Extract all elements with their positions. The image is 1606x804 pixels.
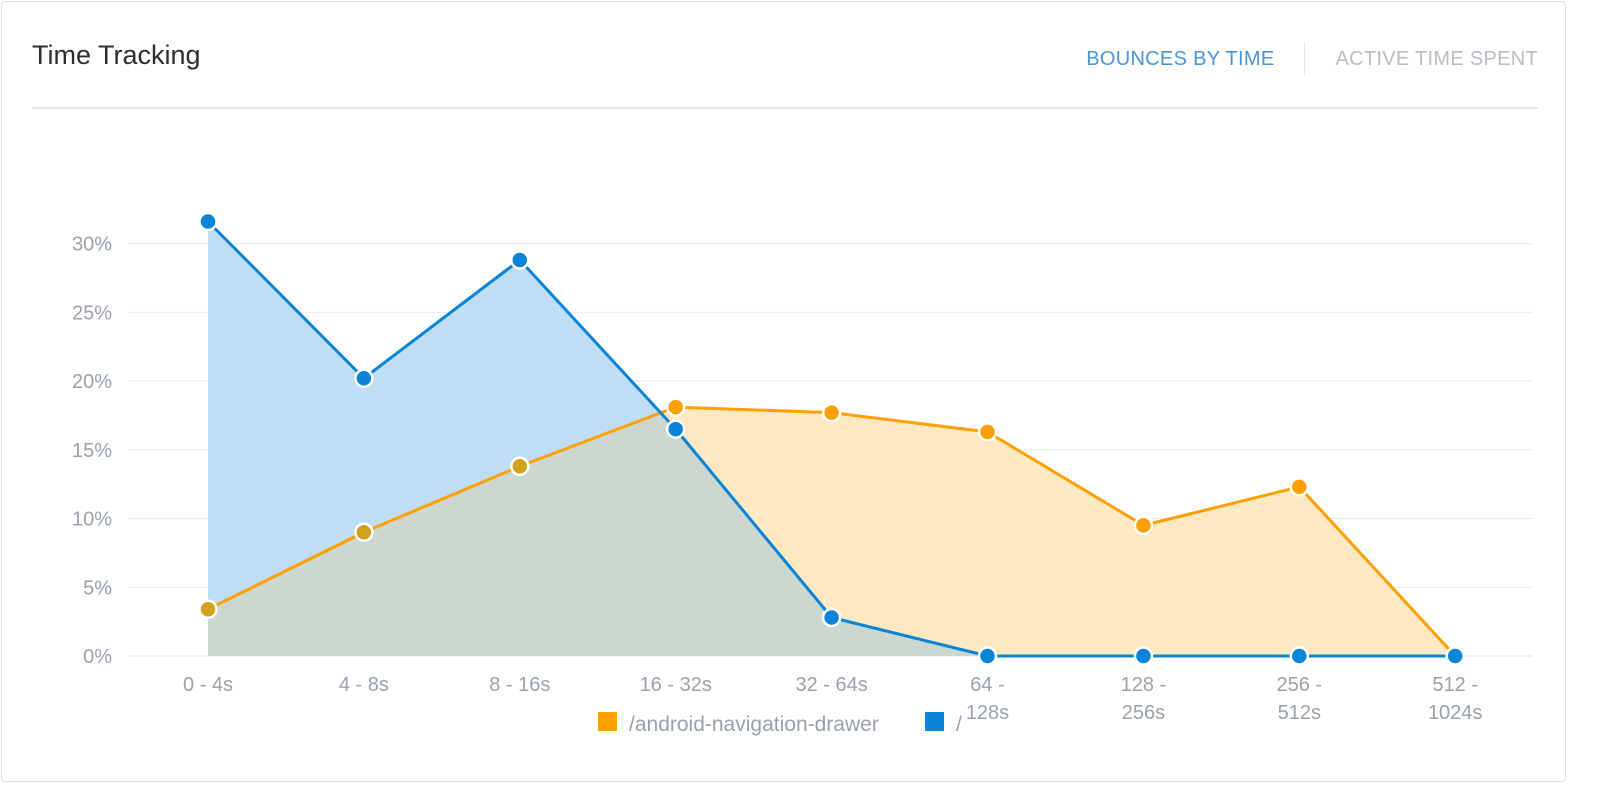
x-tick-label: 16 - 32s [640, 674, 712, 696]
tab-divider [1304, 42, 1306, 76]
y-tick-label: 25% [72, 302, 112, 324]
x-tick-label: 256 - 512s [1277, 674, 1323, 724]
chart-tabs: BOUNCES BY TIME ACTIVE TIME SPENT [1086, 42, 1538, 76]
data-point [1289, 646, 1310, 666]
data-point [354, 522, 374, 542]
data-point [510, 456, 530, 476]
data-point [821, 402, 842, 423]
data-point [1133, 646, 1154, 666]
x-tick-label: 8 - 16s [489, 674, 550, 696]
data-point [198, 211, 218, 232]
y-tick-label: 20% [72, 371, 112, 393]
x-tick-label-line: 128 - [1121, 674, 1167, 696]
data-point [1289, 477, 1310, 497]
x-tick-label-line: 4 - 8s [339, 674, 389, 696]
x-tick-label: 128 - 256s [1121, 674, 1167, 724]
card-header: Time Tracking BOUNCES BY TIME ACTIVE TIM… [32, 2, 1538, 109]
x-tick-label-line: 16 - 32s [640, 674, 712, 696]
y-tick-label: 0% [83, 646, 112, 668]
x-tick-label-line: 256 - [1277, 674, 1323, 696]
data-point [1445, 646, 1465, 666]
data-point [665, 397, 686, 417]
series-points [198, 211, 1465, 666]
y-tick-label: 10% [72, 509, 112, 531]
tab-bounces-by-time[interactable]: BOUNCES BY TIME [1086, 47, 1275, 70]
data-point [665, 419, 686, 439]
legend-label: /android-navigation-drawer [629, 713, 879, 736]
data-point [1133, 515, 1154, 536]
x-tick-label-line: 8 - 16s [489, 674, 550, 696]
y-axis: 0% 5% 10% 15% 20% 25% 30% [72, 234, 112, 669]
data-point [510, 250, 530, 270]
data-point [198, 599, 218, 619]
data-point [354, 368, 374, 388]
card-title: Time Tracking [32, 40, 201, 70]
x-tick-label-line: 128s [966, 702, 1009, 724]
legend-label: / [956, 713, 962, 736]
data-point [821, 607, 842, 628]
x-tick-label-line: 0 - 4s [183, 674, 233, 696]
x-axis: 0 - 4s 4 - 8s 8 - 16s 16 - 32s 32 - 64s 64 - 1… [183, 674, 1482, 724]
series-areas [208, 221, 1456, 656]
x-tick-label-line: 64 - [970, 674, 1004, 696]
legend: /android-navigation-drawer / [598, 712, 962, 736]
x-tick-label: 64 - 128s [966, 674, 1009, 724]
x-tick-label-line: 1024s [1428, 702, 1483, 724]
y-tick-label: 30% [72, 234, 112, 256]
y-tick-label: 15% [72, 440, 112, 462]
x-tick-label-line: 512 - [1432, 674, 1478, 696]
data-point [977, 422, 998, 442]
x-tick-label: 512 - 1024s [1428, 674, 1483, 724]
tab-active-time-spent[interactable]: ACTIVE TIME SPENT [1335, 47, 1538, 70]
legend-swatch [598, 712, 617, 731]
x-tick-label-line: 32 - 64s [795, 674, 867, 696]
data-point [977, 646, 998, 666]
legend-swatch [925, 712, 944, 731]
x-tick-label: 0 - 4s [183, 674, 233, 696]
x-tick-label-line: 256s [1122, 702, 1165, 724]
x-tick-label-line: 512s [1278, 702, 1321, 724]
y-tick-label: 5% [83, 577, 112, 599]
x-tick-label: 32 - 64s [795, 674, 867, 696]
x-tick-label: 4 - 8s [339, 674, 389, 696]
